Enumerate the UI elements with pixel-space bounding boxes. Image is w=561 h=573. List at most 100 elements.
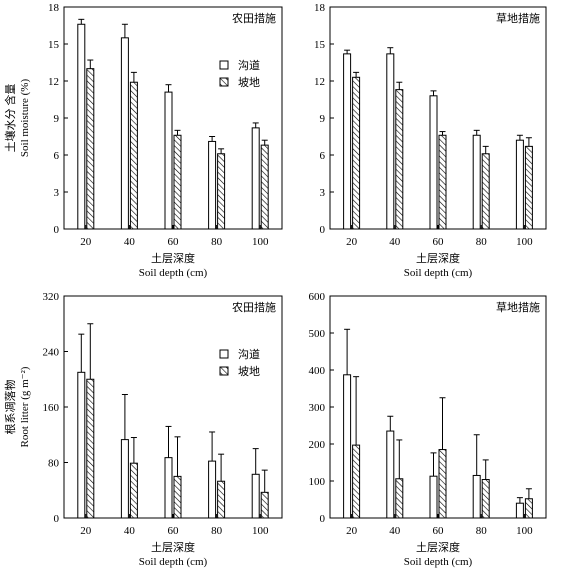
y-tick-label: 80 <box>48 458 60 470</box>
x-tick-label: 100 <box>252 525 269 537</box>
x-tick-label: 60 <box>168 236 180 248</box>
bar-gully-80 <box>472 474 481 519</box>
bar-slope-80 <box>481 479 490 519</box>
y-axis-label-zh: 土壤水分 含量 <box>3 84 17 153</box>
y-tick-label: 9 <box>54 113 60 125</box>
x-tick-label: 60 <box>433 525 445 537</box>
bar-slope-100 <box>524 498 533 519</box>
bar-gully-60 <box>429 95 438 230</box>
y-tick-label: 400 <box>309 365 326 377</box>
y-tick-label: 200 <box>309 439 326 451</box>
legend-label-slope: 坡地 <box>238 76 260 89</box>
bar-slope-40 <box>395 478 404 519</box>
x-tick-label: 20 <box>346 236 358 248</box>
bar-gully-100 <box>515 502 524 519</box>
bar-slope-40 <box>395 89 404 230</box>
x-axis-label-zh: 土层深度 <box>416 251 460 265</box>
bar-gully-60 <box>164 91 173 230</box>
legend-swatch-slope <box>219 77 229 87</box>
x-tick-label: 100 <box>252 236 269 248</box>
y-tick-label: 18 <box>48 2 60 14</box>
bar-slope-100 <box>524 145 533 230</box>
y-tick-label: 18 <box>314 2 326 14</box>
bar-gully-40 <box>120 37 129 230</box>
bar-slope-100 <box>260 144 269 230</box>
bar-slope-60 <box>438 449 447 519</box>
x-tick-label: 20 <box>80 236 92 248</box>
x-tick-label: 80 <box>211 236 223 248</box>
y-tick-label: 100 <box>309 476 326 488</box>
y-tick-label: 3 <box>320 187 326 199</box>
bar-slope-80 <box>217 153 226 230</box>
bar-slope-100 <box>260 491 269 519</box>
bar-gully-80 <box>208 140 217 230</box>
y-tick-label: 320 <box>43 291 60 303</box>
panel-title: 农田措施 <box>232 300 276 314</box>
y-tick-label: 0 <box>54 513 60 525</box>
x-tick-label: 20 <box>80 525 92 537</box>
bar-gully-20 <box>77 371 86 519</box>
y-axis-label-en: Root litter (g m⁻²) <box>19 366 31 447</box>
bar-slope-40 <box>129 81 138 230</box>
bar-gully-20 <box>343 53 352 230</box>
bar-gully-100 <box>515 139 524 230</box>
y-tick-label: 12 <box>48 76 59 88</box>
legend-swatch-gully <box>219 349 229 359</box>
x-tick-label: 40 <box>124 525 136 537</box>
x-tick-label: 80 <box>211 525 223 537</box>
x-tick-label: 40 <box>389 525 401 537</box>
y-tick-label: 15 <box>48 39 60 51</box>
x-axis-label-zh: 土层深度 <box>151 540 195 554</box>
bar-slope-20 <box>86 378 95 519</box>
y-tick-label: 12 <box>314 76 325 88</box>
plot-frame <box>329 295 547 519</box>
bar-gully-100 <box>251 473 260 519</box>
x-tick-label: 80 <box>476 236 488 248</box>
bar-gully-20 <box>343 374 352 519</box>
x-tick-label: 60 <box>168 525 180 537</box>
plot-frame <box>329 6 547 230</box>
x-axis-label-zh: 土层深度 <box>151 251 195 265</box>
x-axis-label-en: Soil depth (cm) <box>139 556 208 568</box>
y-tick-label: 600 <box>309 291 326 303</box>
x-tick-label: 20 <box>346 525 358 537</box>
y-tick-label: 9 <box>320 113 326 125</box>
plot-frame <box>63 6 283 230</box>
y-tick-label: 300 <box>309 402 326 414</box>
panel-title: 农田措施 <box>232 11 276 25</box>
bar-slope-60 <box>438 134 447 230</box>
y-tick-label: 0 <box>320 224 326 236</box>
bar-gully-100 <box>251 127 260 230</box>
x-tick-label: 100 <box>516 525 533 537</box>
x-axis-label-en: Soil depth (cm) <box>404 267 473 279</box>
legend-swatch-gully <box>219 60 229 70</box>
bar-gully-80 <box>472 134 481 230</box>
x-axis-label-en: Soil depth (cm) <box>139 267 208 279</box>
y-tick-label: 0 <box>320 513 326 525</box>
x-tick-label: 60 <box>433 236 445 248</box>
bar-slope-80 <box>481 153 490 230</box>
bar-gully-40 <box>386 430 395 519</box>
legend-label-gully: 沟道 <box>238 347 260 361</box>
bar-gully-20 <box>77 23 86 230</box>
bar-slope-60 <box>173 134 182 230</box>
plot-frame <box>63 295 283 519</box>
y-tick-label: 0 <box>54 224 60 236</box>
x-tick-label: 40 <box>124 236 136 248</box>
panel-title: 草地措施 <box>496 11 540 25</box>
y-axis-label-en: Soil moisture (%) <box>19 79 31 158</box>
bar-gully-80 <box>208 460 217 519</box>
bar-slope-60 <box>173 475 182 519</box>
y-tick-label: 3 <box>54 187 60 199</box>
bar-slope-80 <box>217 480 226 519</box>
x-tick-label: 80 <box>476 525 488 537</box>
x-axis-label-en: Soil depth (cm) <box>404 556 473 568</box>
bar-gully-60 <box>429 475 438 519</box>
x-axis-label-zh: 土层深度 <box>416 540 460 554</box>
y-tick-label: 6 <box>320 150 326 162</box>
